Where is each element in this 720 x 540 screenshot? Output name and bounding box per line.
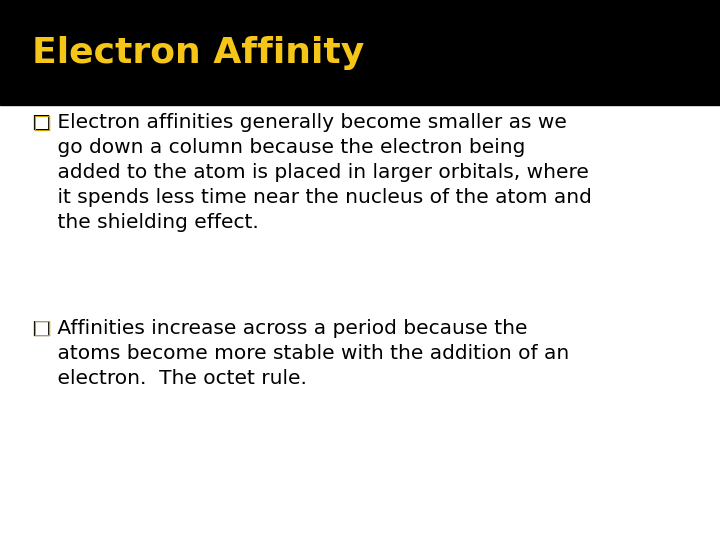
Text: □ Electron affinities generally become smaller as we
    go down a column becaus: □ Electron affinities generally become s… <box>32 113 593 232</box>
Text: Electron Affinity: Electron Affinity <box>32 36 364 70</box>
Text: □ Affinities increase across a period because the
    atoms become more stable w: □ Affinities increase across a period be… <box>32 319 570 388</box>
Text: □: □ <box>32 113 51 132</box>
Bar <box>0 0 720 105</box>
Text: □: □ <box>32 319 51 338</box>
